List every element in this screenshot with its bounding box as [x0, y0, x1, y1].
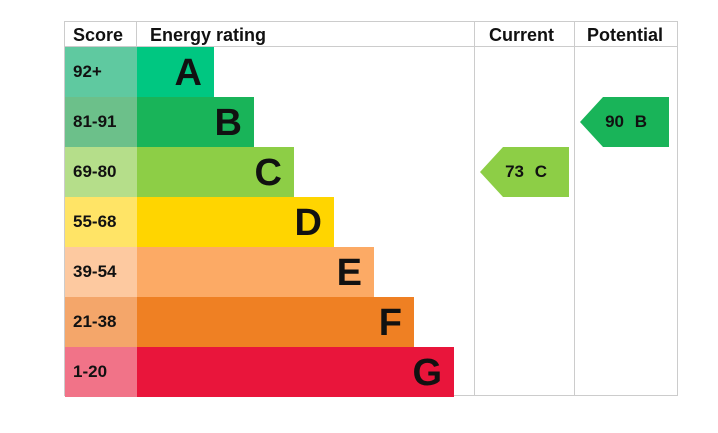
- current-rating-label: 73 C: [505, 162, 547, 181]
- score-range-C: 69-80: [65, 147, 137, 197]
- header-current: Current: [489, 25, 555, 45]
- band-bar-E: E: [137, 247, 374, 297]
- header-score: Score: [73, 25, 124, 45]
- band-bar-F: F: [137, 297, 414, 347]
- header-rating: Energy rating: [150, 25, 267, 45]
- band-bar-A: A: [137, 47, 214, 97]
- potential-rating-arrow: 90 B: [580, 97, 669, 147]
- band-bar-C: C: [137, 147, 294, 197]
- band-bar-G: G: [137, 347, 454, 397]
- header-potential: Potential: [587, 25, 664, 45]
- score-range-F: 21-38: [65, 297, 137, 347]
- potential-rating-label: 90 B: [605, 112, 647, 131]
- divider: [65, 46, 677, 47]
- score-range-A: 92+: [65, 47, 137, 97]
- score-range-G: 1-20: [65, 347, 137, 397]
- score-range-E: 39-54: [65, 247, 137, 297]
- band-bar-B: B: [137, 97, 254, 147]
- score-range-D: 55-68: [65, 197, 137, 247]
- band-bar-D: D: [137, 197, 334, 247]
- current-rating-arrow: 73 C: [480, 147, 569, 197]
- score-range-B: 81-91: [65, 97, 137, 147]
- divider: [574, 22, 575, 395]
- divider: [474, 22, 475, 395]
- epc-chart: Score Energy rating Current Potential 92…: [64, 21, 678, 397]
